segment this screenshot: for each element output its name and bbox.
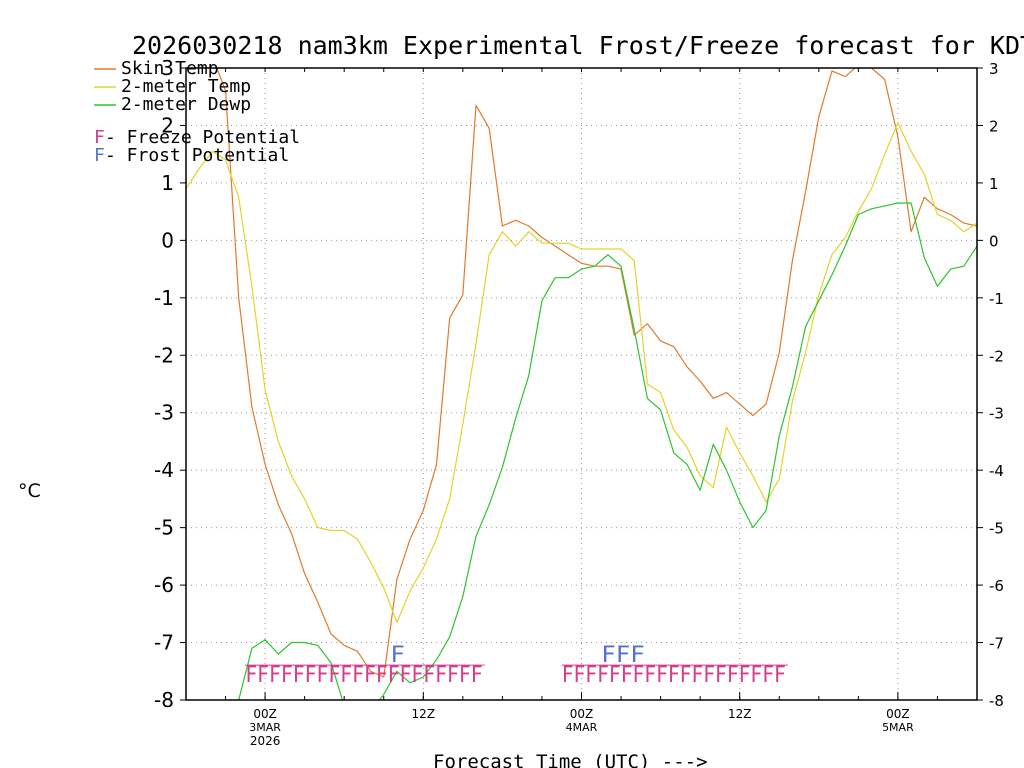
axes: -8 -8 -7 -7 -6 -6 -5 -5 -4 -4 -3 -3 -2 -2 -1 -1 0 0 1 1 2 2 3 3… [154,56,1004,748]
potential-legend-text: - Frost Potential [105,145,289,166]
y-tick-label-left: -8 [154,688,174,712]
x-tick-label: 00Z [570,707,594,721]
y-tick-label-left: -6 [154,573,174,597]
y-tick-label-right: 3 [989,60,999,78]
x-tick-date: 3MAR [249,721,281,734]
x-tick-date: 4MAR [566,721,598,734]
y-tick-label-left: 1 [161,171,174,195]
x-tick-label: 12Z [412,707,436,721]
y-tick-label-left: -7 [154,631,174,655]
y-tick-label-left: -2 [154,343,174,367]
y-tick-label-right: 0 [989,232,999,250]
x-tick-label: 00Z [253,707,277,721]
x-tick-year: 2026 [250,734,281,748]
y-tick-label-right: -2 [989,347,1004,365]
freeze-potential-marks: FFFFFFFFFFFFFFFFFFF [562,663,786,688]
legend-label-2-meter-temp: 2-meter Temp [121,76,251,97]
frost-potential-marks: FFF [601,643,645,668]
series-line-2-meter-temp [186,121,977,624]
y-tick-label-right: -1 [989,290,1004,308]
x-tick-label: 12Z [728,707,752,721]
frost-potential-marks: F [390,643,405,668]
legend-label-skin-temp: Skin Temp [121,58,219,79]
series-lines [186,68,977,700]
y-tick-label-right: -4 [989,462,1004,480]
y-tick-label-right: 2 [989,117,999,135]
y-tick-label-right: -7 [989,635,1004,653]
series-line-2-meter-dewp [238,202,977,700]
y-tick-label-left: -3 [154,401,174,425]
x-axis-label: Forecast Time (UTC) ---> [433,751,708,768]
y-tick-label-left: 0 [161,228,174,252]
potential-legend-text: - Freeze Potential [105,127,300,148]
x-tick-label: 00Z [886,707,910,721]
y-tick-label-right: 1 [989,175,999,193]
series-line-skin-temp [186,68,977,678]
y-tick-label-right: -6 [989,577,1004,595]
potential-legend-letter: F [94,145,105,166]
y-tick-label-left: 2 [161,113,174,137]
x-tick-date: 5MAR [882,721,914,734]
y-axis-label: °C [18,480,41,502]
y-tick-label-right: -3 [989,405,1004,423]
potential-legend-letter: F [94,127,105,148]
y-tick-label-right: -5 [989,520,1004,538]
freeze-potential-marks: FFFFFFFFFFFFFFFFFFFF [245,663,482,688]
y-tick-label-right: -8 [989,692,1004,710]
grid [186,68,977,700]
legend-label-2-meter-dewp: 2-meter Dewp [121,94,251,115]
y-tick-label-left: -4 [154,458,174,482]
y-tick-label-left: -1 [154,286,174,310]
y-tick-label-left: -5 [154,516,174,540]
y-tick-label-left: 3 [161,56,174,80]
chart-title: 2026030218 nam3km Experimental Frost/Fre… [132,31,1024,60]
